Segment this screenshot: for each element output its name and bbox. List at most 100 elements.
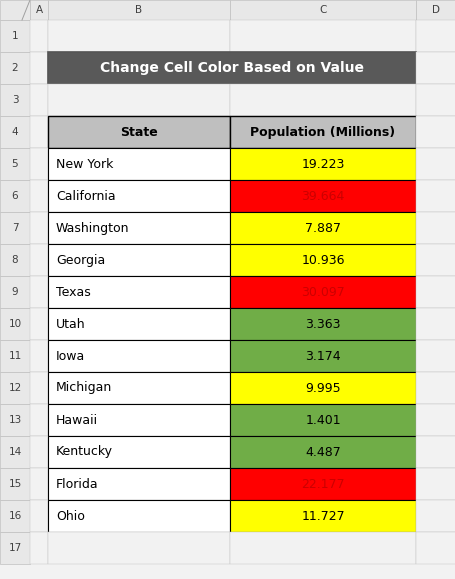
Text: 19.223: 19.223 — [301, 157, 344, 170]
FancyBboxPatch shape — [48, 340, 229, 372]
Text: 3: 3 — [12, 95, 18, 105]
Text: 3.363: 3.363 — [304, 317, 340, 331]
FancyBboxPatch shape — [415, 404, 455, 436]
FancyBboxPatch shape — [415, 340, 455, 372]
FancyBboxPatch shape — [415, 436, 455, 468]
Text: D: D — [431, 5, 439, 15]
Text: Population (Millions): Population (Millions) — [250, 126, 394, 138]
FancyBboxPatch shape — [30, 84, 48, 116]
FancyBboxPatch shape — [30, 404, 48, 436]
FancyBboxPatch shape — [30, 52, 48, 84]
Text: 8: 8 — [12, 255, 18, 265]
FancyBboxPatch shape — [229, 20, 415, 52]
Text: Texas: Texas — [56, 285, 91, 299]
Text: Hawaii: Hawaii — [56, 413, 98, 427]
FancyBboxPatch shape — [30, 372, 48, 404]
Text: 5: 5 — [12, 159, 18, 169]
FancyBboxPatch shape — [30, 20, 48, 52]
FancyBboxPatch shape — [0, 116, 30, 148]
Text: 11: 11 — [8, 351, 21, 361]
Text: 11.727: 11.727 — [300, 510, 344, 522]
FancyBboxPatch shape — [0, 340, 30, 372]
FancyBboxPatch shape — [0, 180, 30, 212]
FancyBboxPatch shape — [0, 84, 30, 116]
FancyBboxPatch shape — [229, 468, 415, 500]
FancyBboxPatch shape — [30, 244, 48, 276]
FancyBboxPatch shape — [229, 404, 415, 436]
FancyBboxPatch shape — [48, 84, 229, 116]
Text: 15: 15 — [8, 479, 21, 489]
FancyBboxPatch shape — [415, 180, 455, 212]
FancyBboxPatch shape — [415, 20, 455, 52]
Text: 39.664: 39.664 — [301, 189, 344, 203]
Text: 7.887: 7.887 — [304, 222, 340, 234]
Text: 14: 14 — [8, 447, 21, 457]
Text: California: California — [56, 189, 116, 203]
FancyBboxPatch shape — [229, 308, 415, 340]
FancyBboxPatch shape — [30, 308, 48, 340]
Text: 9.995: 9.995 — [304, 382, 340, 394]
Text: 17: 17 — [8, 543, 21, 553]
FancyBboxPatch shape — [229, 84, 415, 116]
FancyBboxPatch shape — [30, 276, 48, 308]
FancyBboxPatch shape — [30, 180, 48, 212]
FancyBboxPatch shape — [48, 20, 229, 52]
FancyBboxPatch shape — [0, 500, 30, 532]
FancyBboxPatch shape — [229, 148, 415, 180]
Text: Ohio: Ohio — [56, 510, 85, 522]
Text: 2: 2 — [12, 63, 18, 73]
Text: 3.174: 3.174 — [304, 350, 340, 362]
FancyBboxPatch shape — [415, 276, 455, 308]
Text: 4: 4 — [12, 127, 18, 137]
FancyBboxPatch shape — [48, 116, 229, 148]
FancyBboxPatch shape — [48, 52, 415, 84]
Text: 1: 1 — [12, 31, 18, 41]
FancyBboxPatch shape — [30, 500, 48, 532]
FancyBboxPatch shape — [0, 148, 30, 180]
FancyBboxPatch shape — [0, 532, 30, 564]
FancyBboxPatch shape — [229, 340, 415, 372]
FancyBboxPatch shape — [30, 148, 48, 180]
FancyBboxPatch shape — [0, 0, 30, 20]
FancyBboxPatch shape — [48, 308, 229, 340]
FancyBboxPatch shape — [0, 436, 30, 468]
FancyBboxPatch shape — [415, 244, 455, 276]
FancyBboxPatch shape — [0, 20, 30, 52]
Text: Florida: Florida — [56, 478, 98, 490]
Text: 6: 6 — [12, 191, 18, 201]
FancyBboxPatch shape — [30, 340, 48, 372]
FancyBboxPatch shape — [48, 468, 229, 500]
FancyBboxPatch shape — [229, 212, 415, 244]
FancyBboxPatch shape — [30, 0, 48, 20]
FancyBboxPatch shape — [415, 212, 455, 244]
FancyBboxPatch shape — [415, 52, 455, 84]
Text: Georgia: Georgia — [56, 254, 105, 266]
FancyBboxPatch shape — [48, 372, 229, 404]
FancyBboxPatch shape — [229, 532, 415, 564]
FancyBboxPatch shape — [229, 244, 415, 276]
Text: New York: New York — [56, 157, 113, 170]
FancyBboxPatch shape — [229, 116, 415, 148]
Text: B: B — [135, 5, 142, 15]
Text: 1.401: 1.401 — [304, 413, 340, 427]
Text: 22.177: 22.177 — [300, 478, 344, 490]
FancyBboxPatch shape — [0, 244, 30, 276]
Text: Change Cell Color Based on Value: Change Cell Color Based on Value — [100, 61, 363, 75]
FancyBboxPatch shape — [48, 0, 229, 20]
FancyBboxPatch shape — [48, 276, 229, 308]
FancyBboxPatch shape — [48, 532, 229, 564]
FancyBboxPatch shape — [229, 0, 415, 20]
FancyBboxPatch shape — [48, 404, 229, 436]
FancyBboxPatch shape — [415, 468, 455, 500]
FancyBboxPatch shape — [48, 436, 229, 468]
Text: C: C — [318, 5, 326, 15]
Text: 30.097: 30.097 — [300, 285, 344, 299]
FancyBboxPatch shape — [229, 180, 415, 212]
FancyBboxPatch shape — [0, 212, 30, 244]
FancyBboxPatch shape — [48, 244, 229, 276]
Text: 16: 16 — [8, 511, 21, 521]
Text: Kentucky: Kentucky — [56, 445, 113, 459]
FancyBboxPatch shape — [415, 84, 455, 116]
Text: Washington: Washington — [56, 222, 129, 234]
FancyBboxPatch shape — [0, 404, 30, 436]
